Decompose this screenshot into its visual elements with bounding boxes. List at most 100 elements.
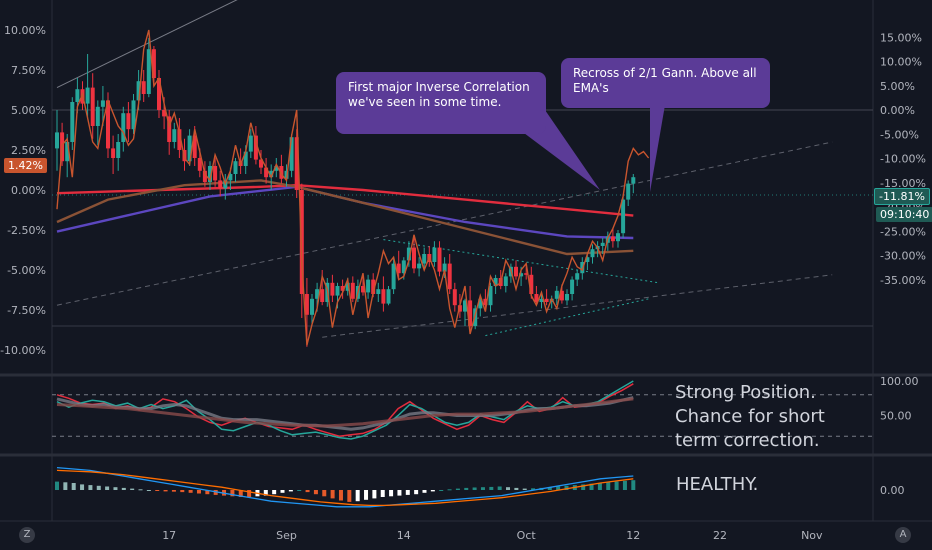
candle-body — [422, 254, 427, 264]
candle — [330, 274, 335, 302]
signal-line — [56, 469, 634, 507]
candle — [463, 298, 467, 326]
candle-body — [488, 286, 493, 306]
candle-body — [412, 247, 416, 269]
candle — [116, 134, 121, 171]
macd-histogram-bar — [380, 490, 385, 497]
macd-histogram-bar — [472, 487, 477, 490]
zoom-reset-button[interactable]: Z — [19, 527, 35, 543]
candle-body — [391, 263, 396, 290]
candle — [468, 286, 473, 331]
candle-body — [208, 166, 212, 182]
candle — [121, 106, 126, 152]
candle-body — [345, 282, 350, 291]
candle-body — [366, 279, 371, 293]
time-axis-tick: Sep — [276, 529, 297, 542]
candle-body — [320, 289, 325, 302]
candle — [172, 122, 177, 149]
macd-histogram-bar — [439, 490, 444, 491]
candle-body — [294, 137, 299, 190]
candle — [167, 110, 172, 155]
candle-body — [452, 289, 457, 306]
macd-histogram-bar — [414, 490, 419, 495]
candle — [626, 180, 631, 206]
time-axis-tick: 22 — [713, 529, 727, 542]
candle — [575, 270, 580, 286]
macd-histogram-bar — [372, 490, 377, 499]
candle — [386, 286, 391, 306]
candle-body — [610, 236, 615, 242]
candle-body — [192, 135, 197, 158]
macd-histogram-bar — [80, 484, 85, 490]
right-axis-tick: 5.00% — [880, 80, 915, 93]
candle-body — [417, 263, 422, 269]
candle — [488, 282, 493, 312]
macd-histogram-bar — [497, 486, 502, 490]
macd-histogram-bar — [297, 490, 302, 491]
candle-body — [631, 177, 636, 184]
candle-body — [304, 294, 309, 315]
macd-histogram-bar — [614, 481, 619, 490]
time-axis-tick: Oct — [517, 529, 537, 542]
macd-histogram-bar — [247, 490, 252, 497]
candle — [70, 97, 75, 150]
right-price-badge: -11.81% — [874, 188, 930, 205]
macd-histogram-bar — [464, 487, 469, 490]
right-axis-tick: -15.00% — [880, 177, 926, 190]
candle — [534, 286, 539, 306]
candle — [381, 276, 386, 312]
callout-gann-recross-text: Recross of 2/1 Gann. Above all EMA's — [573, 66, 757, 95]
candle — [253, 126, 258, 165]
candle — [376, 282, 381, 302]
right-axis-tick: -35.00% — [880, 274, 926, 287]
candle-body — [503, 276, 508, 286]
candle-body — [269, 170, 274, 178]
osc-axis-tick: 100.00 — [880, 375, 919, 388]
candle-body — [218, 180, 223, 189]
macd-histogram-bar — [63, 482, 68, 490]
candle-body — [371, 279, 376, 294]
candle — [616, 230, 620, 248]
macd-axis-tick: 0.00 — [880, 484, 905, 497]
candle — [514, 260, 518, 280]
candle — [218, 170, 223, 197]
candle — [279, 154, 284, 184]
candle-body — [228, 174, 233, 181]
macd-histogram-bar — [180, 490, 185, 493]
auto-scale-button[interactable]: A — [895, 527, 911, 543]
candle — [146, 38, 151, 98]
candle-body — [361, 286, 365, 293]
candle-body — [621, 199, 626, 234]
macd-histogram-bar — [313, 490, 318, 495]
macd-histogram-bar — [96, 485, 101, 490]
candle — [412, 238, 416, 274]
candle-body — [264, 167, 269, 178]
candle — [126, 102, 131, 142]
candle-body — [259, 159, 263, 168]
macd-histogram-bar — [263, 490, 268, 496]
candle-body — [116, 142, 121, 158]
candle-body — [376, 289, 381, 294]
left-axis-tick: 2.50% — [11, 144, 46, 157]
candle-body — [381, 289, 386, 304]
candle — [248, 129, 253, 158]
left-axis-tick: 7.50% — [11, 64, 46, 77]
candle-body — [75, 89, 80, 102]
candle-body — [243, 151, 248, 166]
macd-histogram-bar — [163, 490, 168, 492]
right-axis-tick: 0.00% — [880, 104, 915, 117]
candle-body — [559, 290, 564, 301]
macd-histogram-bar — [305, 490, 310, 493]
candle-body — [457, 305, 462, 312]
macd-histogram-bar — [155, 490, 160, 491]
candle — [452, 282, 457, 312]
right-axis-tick: -30.00% — [880, 250, 926, 263]
macd-histogram-bar — [121, 487, 126, 490]
candle — [141, 70, 146, 102]
candle-body — [289, 137, 294, 171]
candle — [447, 254, 452, 294]
candle-body — [519, 273, 524, 277]
candle-body — [529, 274, 534, 294]
candle-body — [70, 102, 75, 142]
